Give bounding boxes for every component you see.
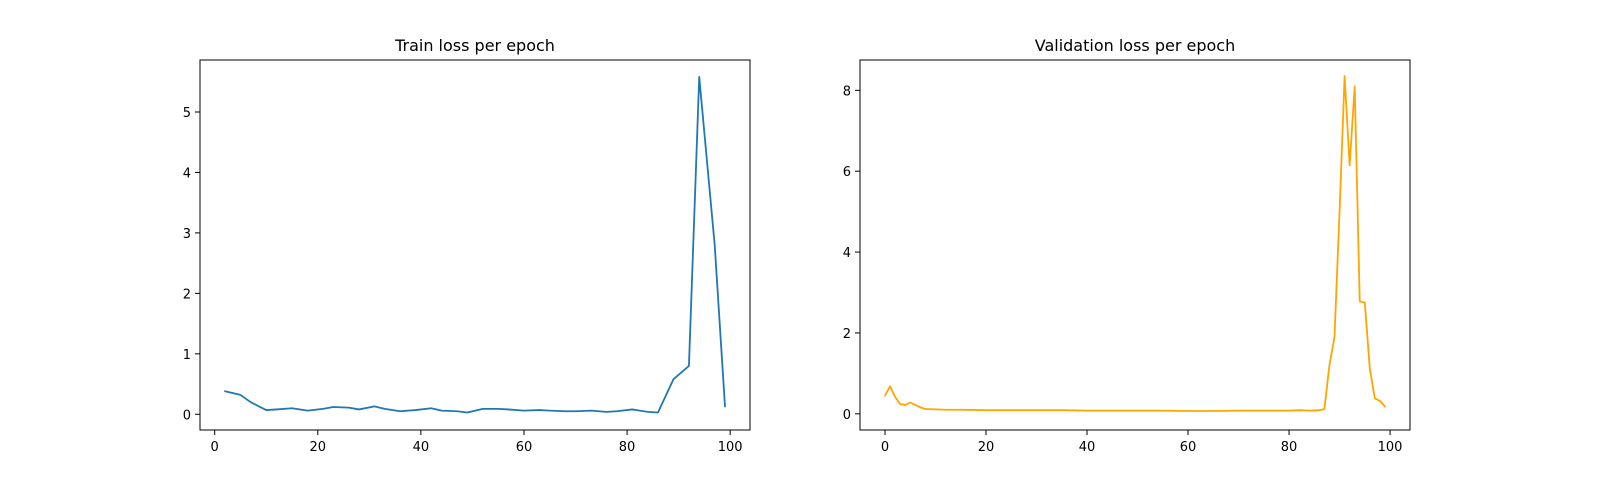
y-tick-label: 0 (183, 408, 191, 423)
y-tick-label: 0 (843, 408, 851, 423)
axes-frame (199, 59, 751, 431)
x-tick-label: 0 (211, 440, 219, 455)
axes-frame (859, 59, 1411, 431)
x-tick-label: 80 (619, 440, 636, 455)
x-tick-label: 80 (1281, 440, 1298, 455)
y-tick-label: 8 (843, 84, 851, 99)
x-tick-label: 40 (413, 440, 430, 455)
y-tick-label: 1 (183, 348, 191, 363)
chart-panel-1: Train loss per epoch 0 20 40 60 80 100 0 1 2 3 4 5 (183, 36, 751, 455)
y-tick-label: 5 (183, 106, 191, 121)
chart-title: Validation loss per epoch (1035, 36, 1235, 55)
y-tick-label: 6 (843, 165, 851, 180)
x-tick-label: 60 (516, 440, 533, 455)
y-tick-label: 2 (183, 287, 191, 302)
y-tick-label: 2 (843, 327, 851, 342)
x-tick-label: 40 (1079, 440, 1096, 455)
x-tick-label: 100 (1378, 440, 1403, 455)
x-tick-label: 60 (1180, 440, 1197, 455)
chart-panel-2: Validation loss per epoch 0 20 40 60 80 100 0 2 4… (843, 36, 1411, 455)
series-line-1 (224, 76, 726, 414)
y-tick-label: 4 (843, 246, 851, 261)
x-tick-label: 0 (881, 440, 889, 455)
x-tick-label: 20 (310, 440, 327, 455)
y-tick-label: 3 (183, 227, 191, 242)
chart-title: Train loss per epoch (394, 36, 555, 55)
series-line-1 (884, 75, 1386, 412)
x-tick-label: 100 (718, 440, 743, 455)
x-tick-label: 20 (978, 440, 995, 455)
y-tick-label: 4 (183, 166, 191, 181)
